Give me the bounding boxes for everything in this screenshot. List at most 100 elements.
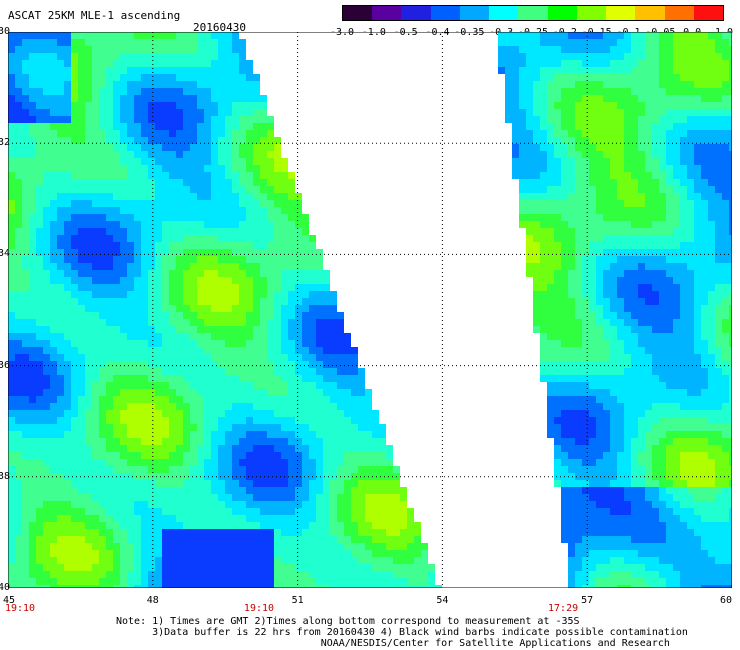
swath-cell — [631, 319, 638, 326]
swath-cell — [281, 466, 288, 473]
swath-cell — [568, 487, 575, 494]
swath-cell — [29, 382, 36, 389]
swath-cell — [288, 312, 295, 319]
swath-cell — [99, 137, 106, 144]
swath-cell — [666, 424, 673, 431]
swath-cell — [246, 319, 253, 326]
swath-cell — [162, 312, 169, 319]
swath-cell — [589, 39, 596, 46]
swath-cell — [134, 228, 141, 235]
swath-cell — [260, 256, 267, 263]
swath-cell — [267, 312, 274, 319]
swath-cell — [183, 242, 190, 249]
swath-cell — [246, 221, 253, 228]
swath-cell — [708, 67, 715, 74]
swath-cell — [176, 284, 183, 291]
swath-cell — [526, 39, 533, 46]
swath-cell — [78, 403, 85, 410]
swath-cell — [309, 284, 316, 291]
swath-cell — [127, 242, 134, 249]
swath-cell — [708, 116, 715, 123]
swath-cell — [85, 354, 92, 361]
swath-cell — [36, 319, 43, 326]
swath-cell — [8, 81, 15, 88]
swath-cell — [603, 333, 610, 340]
swath-cell — [36, 473, 43, 480]
swath-cell — [379, 438, 386, 445]
swath-cell — [148, 298, 155, 305]
swath-cell — [624, 354, 631, 361]
swath-cell — [302, 368, 309, 375]
swath-cell — [582, 256, 589, 263]
swath-cell — [120, 480, 127, 487]
swath-cell — [680, 396, 687, 403]
swath-cell — [694, 403, 701, 410]
swath-cell — [596, 368, 603, 375]
swath-cell — [533, 235, 540, 242]
swath-cell — [582, 361, 589, 368]
swath-cell — [8, 200, 15, 207]
swath-cell — [85, 172, 92, 179]
swath-cell — [505, 32, 512, 39]
swath-cell — [603, 291, 610, 298]
swath-cell — [337, 375, 344, 382]
swath-cell — [113, 459, 120, 466]
swath-cell — [197, 340, 204, 347]
swath-cell — [344, 438, 351, 445]
swath-cell — [631, 32, 638, 39]
swath-cell — [155, 445, 162, 452]
swath-cell — [22, 347, 29, 354]
swath-cell — [22, 214, 29, 221]
swath-cell — [533, 207, 540, 214]
swath-cell — [92, 277, 99, 284]
swath-cell — [85, 32, 92, 39]
swath-cell — [624, 172, 631, 179]
swath-cell — [85, 207, 92, 214]
swath-cell — [162, 235, 169, 242]
swath-cell — [190, 228, 197, 235]
swath-cell — [596, 382, 603, 389]
swath-cell — [267, 333, 274, 340]
swath-cell — [715, 151, 722, 158]
swath-cell — [141, 375, 148, 382]
swath-cell — [617, 410, 624, 417]
swath-cell — [148, 340, 155, 347]
swath-cell — [526, 102, 533, 109]
swath-cell — [687, 326, 694, 333]
swath-cell — [596, 340, 603, 347]
swath-cell — [547, 228, 554, 235]
swath-cell — [183, 270, 190, 277]
swath-cell — [687, 158, 694, 165]
swath-cell — [225, 221, 232, 228]
swath-cell — [155, 382, 162, 389]
swath-cell — [92, 291, 99, 298]
swath-cell — [575, 487, 582, 494]
swath-cell — [323, 347, 330, 354]
swath-cell — [680, 291, 687, 298]
swath-cell — [624, 431, 631, 438]
swath-cell — [15, 158, 22, 165]
swath-cell — [540, 298, 547, 305]
swath-cell — [645, 81, 652, 88]
swath-cell — [162, 438, 169, 445]
swath-cell — [666, 319, 673, 326]
swath-cell — [666, 74, 673, 81]
swath-cell — [57, 158, 64, 165]
swath-cell — [15, 389, 22, 396]
swath-cell — [113, 466, 120, 473]
swath-cell — [358, 417, 365, 424]
swath-cell — [29, 312, 36, 319]
swath-cell — [274, 291, 281, 298]
swath-cell — [302, 375, 309, 382]
swath-cell — [603, 417, 610, 424]
swath-cell — [190, 473, 197, 480]
swath-cell — [673, 319, 680, 326]
swath-cell — [659, 39, 666, 46]
swath-cell — [113, 361, 120, 368]
swath-cell — [15, 263, 22, 270]
swath-cell — [533, 319, 540, 326]
swath-cell — [302, 382, 309, 389]
swath-cell — [169, 340, 176, 347]
swath-cell — [288, 298, 295, 305]
swath-cell — [617, 228, 624, 235]
